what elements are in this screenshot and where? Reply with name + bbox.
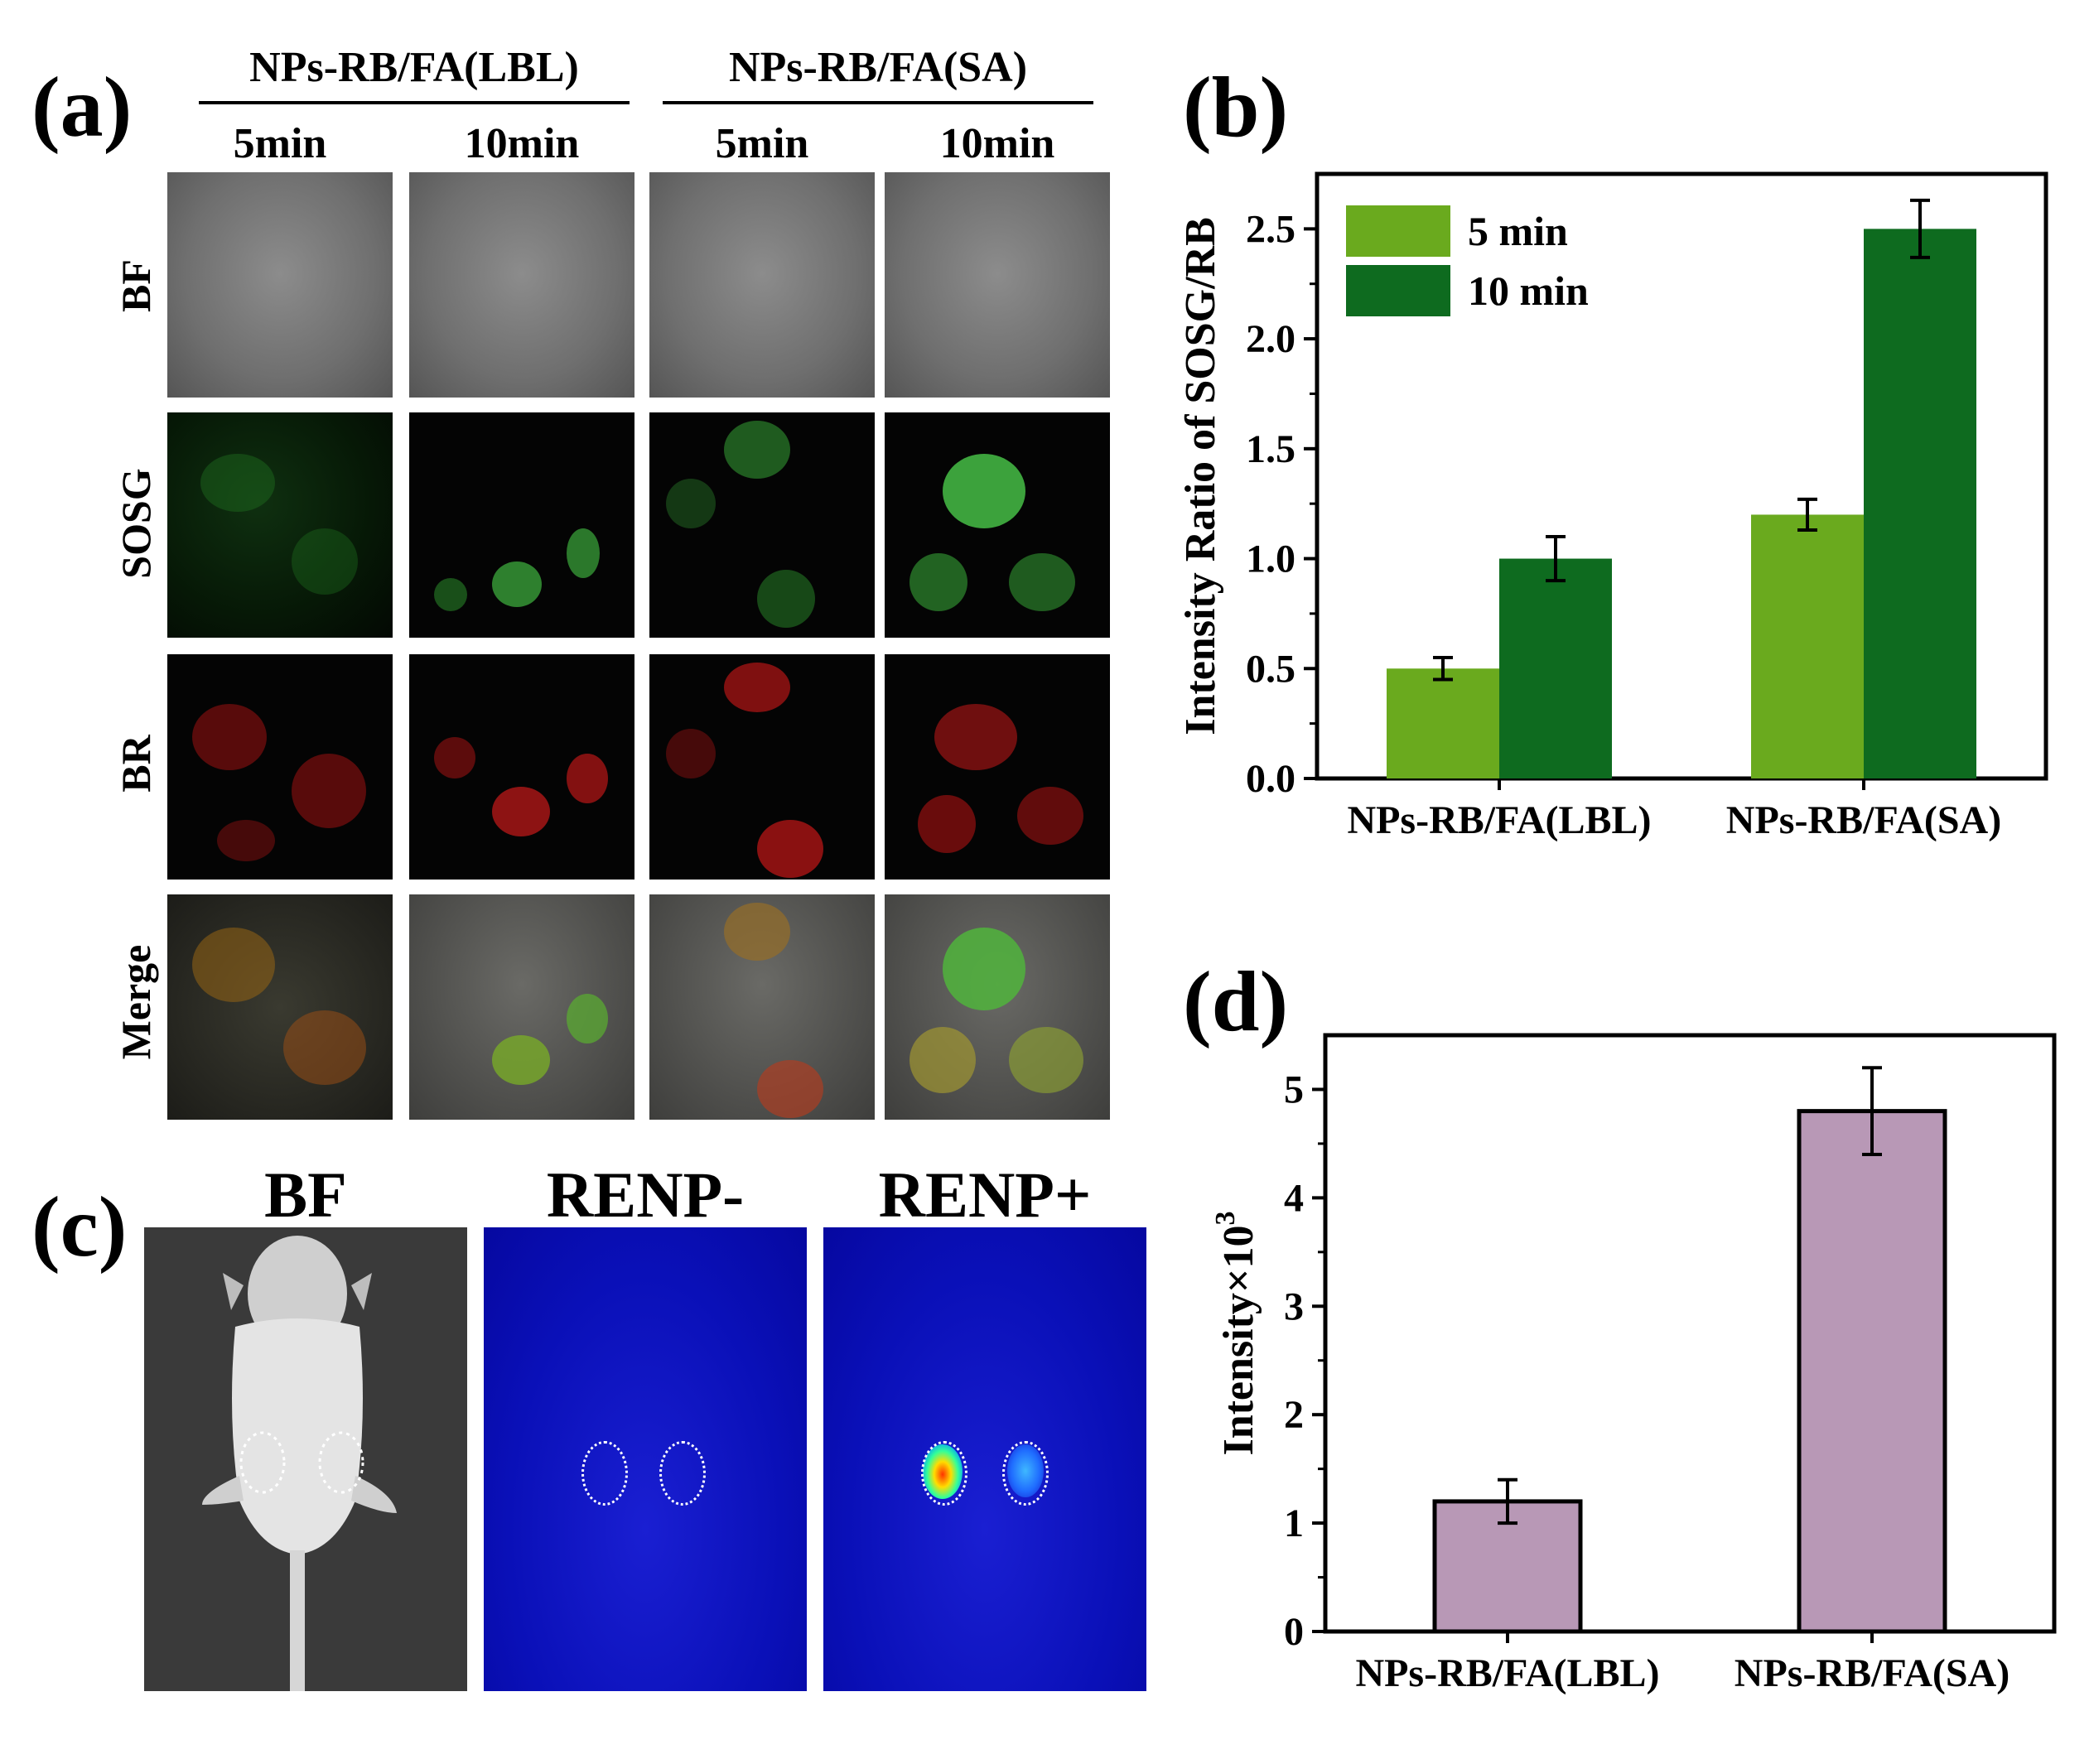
y-axis-label-main: Intensity×10 — [1215, 1225, 1262, 1455]
y-tick-label: 3 — [1284, 1284, 1304, 1328]
micrograph-bf-lbl-10min — [409, 172, 634, 398]
y-tick-label: 0 — [1284, 1610, 1304, 1654]
micrograph-br-lbl-10min — [409, 654, 634, 880]
plot-frame — [1323, 1033, 2057, 1634]
group-header-lbl: NPs-RB/FA(LBL) — [249, 44, 579, 91]
y-tick-label: 0.5 — [1246, 647, 1295, 691]
row-label-sosg: SOSG — [113, 468, 159, 579]
micrograph-bf-sa-10min — [885, 172, 1110, 398]
y-tick-label: 1.5 — [1246, 427, 1295, 471]
legend-label: 5 min — [1468, 208, 1568, 254]
mouse-silhouette — [144, 1227, 467, 1691]
bar-intensity — [1797, 1109, 1947, 1634]
y-axis-label: Intensity Ratio of SOSG/RB — [1177, 217, 1224, 735]
mouse-image-bf — [144, 1227, 467, 1691]
micrograph-br-sa-5min — [649, 654, 875, 880]
roi-ellipse-left — [581, 1441, 628, 1506]
group-header-lbl-rule — [199, 101, 630, 104]
time-label: 10min — [464, 120, 580, 167]
chart-b: 0.0 0.5 1.0 1.5 2.0 2.5 NPs-RB/FA(LBL) NPs-RB/F… — [1177, 171, 2048, 842]
micrograph-sosg-lbl-10min — [409, 412, 634, 638]
row-label-merge: Merge — [113, 944, 159, 1060]
plot-frame — [1315, 171, 2048, 781]
micrograph-merge-sa-5min — [649, 894, 875, 1120]
micrograph-bf-sa-5min — [649, 172, 875, 398]
micrograph-br-sa-10min — [885, 654, 1110, 880]
time-label: 10min — [939, 120, 1055, 167]
panel-label-a: (a) — [31, 60, 133, 155]
micrograph-sosg-sa-5min — [649, 412, 875, 638]
bar-5-min — [1387, 668, 1499, 778]
panel-label-d: (d) — [1183, 954, 1289, 1049]
micrograph-merge-lbl-5min — [167, 894, 393, 1120]
y-tick-label: 2.0 — [1246, 317, 1295, 361]
group-header-sa-rule — [663, 101, 1093, 104]
panel-label-b: (b) — [1183, 60, 1289, 155]
y-axis-label: Intensity×103 — [1210, 1211, 1262, 1455]
y-tick-label: 2.5 — [1246, 207, 1295, 251]
x-tick-label: NPs-RB/FA(LBL) — [1347, 798, 1651, 842]
y-tick-label: 1 — [1284, 1501, 1304, 1545]
group-header-sa: NPs-RB/FA(SA) — [728, 44, 1028, 91]
y-tick-label: 4 — [1284, 1176, 1304, 1220]
y-axis-label-superscript: 3 — [1210, 1211, 1241, 1225]
bar-10-min — [1864, 229, 1976, 778]
x-tick-label: NPs-RB/FA(SA) — [1726, 798, 2001, 842]
panel-label-c: (c) — [31, 1179, 128, 1275]
roi-ellipse-right — [1002, 1441, 1049, 1506]
mouse-title-renp-plus: RENP+ — [878, 1159, 1092, 1231]
micrograph-br-lbl-5min — [167, 654, 393, 880]
time-label: 5min — [233, 120, 327, 167]
time-label: 5min — [715, 120, 809, 167]
legend-swatch-10-min — [1346, 265, 1450, 316]
row-label-br: BR — [113, 735, 159, 793]
roi-ellipse-right — [659, 1441, 706, 1506]
bar-10-min — [1499, 558, 1612, 778]
micrograph-sosg-sa-10min — [885, 412, 1110, 638]
mouse-title-renp-minus: RENP- — [546, 1159, 745, 1231]
y-tick-label: 2 — [1284, 1393, 1304, 1437]
roi-ellipse-left — [921, 1441, 967, 1506]
y-tick-label: 0.0 — [1246, 757, 1295, 801]
micrograph-merge-lbl-10min — [409, 894, 634, 1120]
y-tick-label: 1.0 — [1246, 537, 1295, 581]
mouse-title-bf: BF — [264, 1159, 347, 1231]
chart-d: 0 1 2 3 4 5 NPs-RB/FA(LBL) NPs-RB/FA(SA) Intensi… — [1210, 1033, 2057, 1695]
micrograph-sosg-lbl-5min — [167, 412, 393, 638]
legend-swatch-5-min — [1346, 205, 1450, 257]
mouse-image-renp-minus — [484, 1227, 807, 1691]
micrograph-bf-lbl-5min — [167, 172, 393, 398]
x-tick-label: NPs-RB/FA(SA) — [1735, 1651, 2010, 1695]
bar-5-min — [1751, 514, 1864, 778]
micrograph-merge-sa-10min — [885, 894, 1110, 1120]
legend-label: 10 min — [1468, 267, 1589, 314]
mouse-image-renp-plus — [823, 1227, 1146, 1691]
row-label-bf: BF — [113, 259, 159, 312]
y-tick-label: 5 — [1284, 1068, 1304, 1111]
x-tick-label: NPs-RB/FA(LBL) — [1355, 1651, 1659, 1695]
